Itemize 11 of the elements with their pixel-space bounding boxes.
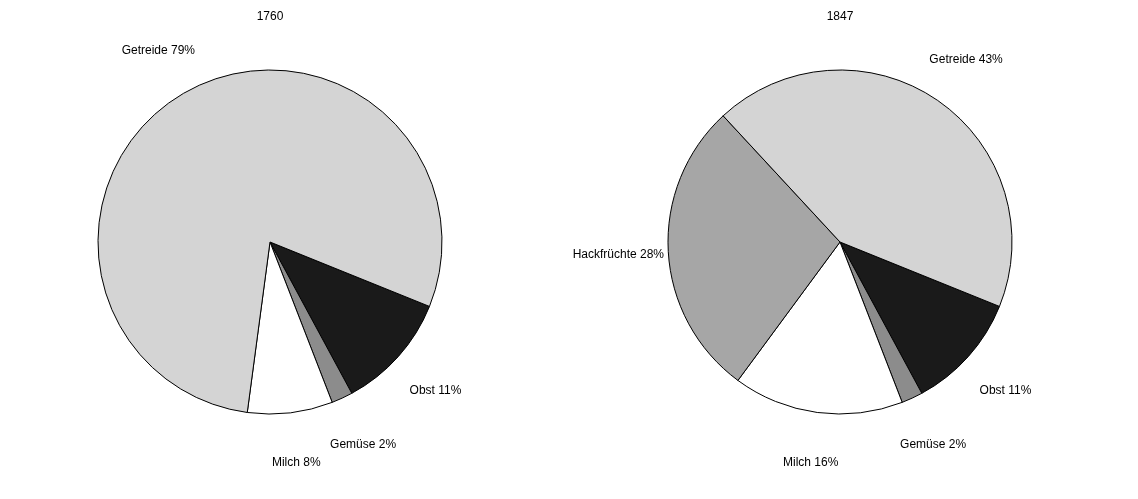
chart-title: 1847	[826, 9, 854, 23]
slice-label: Milch 16%	[782, 455, 839, 470]
slice-label: Getreide 79%	[121, 43, 196, 58]
slice-label: Obst 11%	[979, 382, 1032, 397]
slice-label: Gemüse 2%	[900, 436, 967, 451]
slice-label: Gemüse 2%	[330, 436, 397, 451]
slice-label: Milch 8%	[271, 455, 321, 470]
slice-label: Getreide 43%	[929, 52, 1004, 67]
slice-label: Hackfrüchte 28%	[572, 247, 665, 262]
slice-label: Obst 11%	[409, 382, 462, 397]
chart-title: 1760	[256, 9, 284, 23]
